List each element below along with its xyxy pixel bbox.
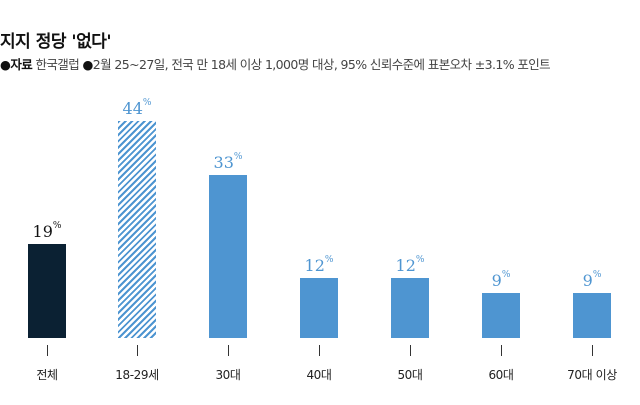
bar-40s (300, 278, 338, 338)
survey-note: 2월 25~27일, 전국 만 18세 이상 1,000명 대상, 95% 신뢰… (92, 57, 551, 72)
bullet-icon: ● (82, 57, 93, 72)
axis-tick (47, 345, 48, 356)
axis-tick (410, 345, 411, 356)
category-label: 60대 (488, 368, 514, 382)
bar-70s-plus (573, 293, 611, 338)
axis-tick (501, 345, 502, 356)
axis-tick (319, 345, 320, 356)
bar-30s (209, 175, 247, 338)
bar-total (28, 244, 66, 338)
category-label: 50대 (397, 368, 423, 382)
axis-tick (137, 345, 138, 356)
bar-18-29 (118, 121, 156, 338)
value-label: 19% (32, 221, 62, 241)
bullet-icon: ● (0, 57, 11, 72)
category-label: 30대 (215, 368, 241, 382)
axis-tick (592, 345, 593, 356)
category-label: 40대 (306, 368, 332, 382)
source-label: 자료 (10, 57, 33, 72)
source-value: 한국갤럽 (35, 57, 80, 72)
category-label: 18-29세 (115, 368, 159, 382)
category-label: 70대 이상 (567, 368, 617, 382)
chart-title: 지지 정당 '없다' (0, 32, 112, 52)
value-label: 44% (122, 98, 152, 118)
bar-50s (391, 278, 429, 338)
axis-tick (228, 345, 229, 356)
value-label: 12% (304, 255, 334, 275)
chart-subtitle: ●자료 한국갤럽 ●2월 25~27일, 전국 만 18세 이상 1,000명 … (0, 54, 551, 73)
value-label: 12% (395, 255, 425, 275)
value-label: 33% (213, 152, 243, 172)
value-label: 9% (491, 270, 511, 290)
value-label: 9% (582, 270, 602, 290)
category-label: 전체 (36, 368, 58, 382)
bar-60s (482, 293, 520, 338)
